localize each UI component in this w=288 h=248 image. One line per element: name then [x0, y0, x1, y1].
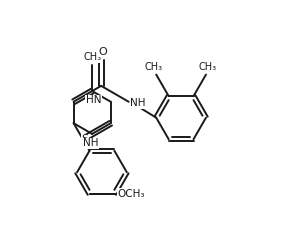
Text: O: O: [98, 47, 107, 57]
Text: S: S: [82, 134, 89, 144]
Text: HN: HN: [86, 95, 101, 105]
Text: CH₃: CH₃: [144, 62, 162, 71]
Text: NH: NH: [130, 98, 146, 108]
Text: OCH₃: OCH₃: [117, 189, 145, 199]
Text: CH₃: CH₃: [83, 52, 101, 62]
Text: CH₃: CH₃: [198, 62, 217, 71]
Text: NH: NH: [83, 138, 98, 148]
